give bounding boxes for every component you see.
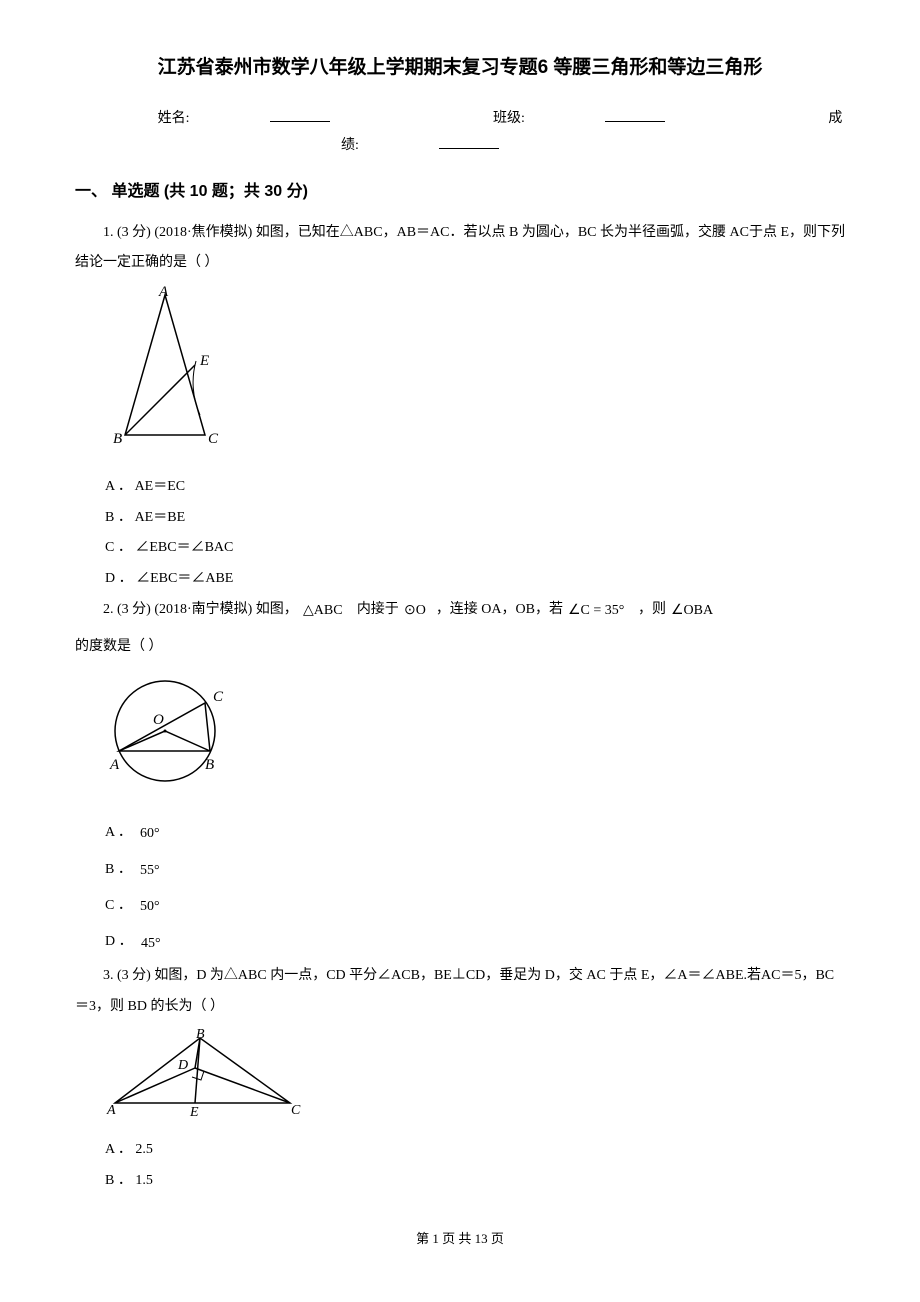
svg-text:∠C = 35°: ∠C = 35° (568, 603, 624, 618)
class-label: 班级: (453, 111, 705, 126)
q3-text: 3. (3 分) 如图，D 为△ABC 内一点，CD 平分∠ACB，BE⊥CD，… (75, 961, 845, 1023)
q2-label-B: B (205, 757, 214, 773)
q3-label-C: C (291, 1103, 301, 1118)
q3-label-B: B (196, 1028, 205, 1042)
q2-label-O: O (153, 712, 164, 728)
svg-text:∠OBA: ∠OBA (671, 603, 714, 618)
name-label: 姓名: (118, 111, 370, 126)
q2-optB: B ． 55° (105, 852, 172, 888)
q2-figure: A B C O (105, 669, 845, 810)
svg-text:45°: 45° (141, 936, 161, 951)
q3-optA: A ． 2.5 (105, 1135, 845, 1166)
svg-text:55°: 55° (140, 863, 160, 878)
q3-label-E: E (189, 1105, 199, 1118)
section-heading: 一、 单选题 (共 10 题；共 30 分) (75, 177, 845, 207)
info-row: 姓名: 班级: 成绩: (75, 106, 845, 159)
svg-text:60°: 60° (140, 826, 160, 841)
q3-label-D: D (177, 1058, 188, 1073)
q2-optC: C ． 50° (105, 888, 172, 924)
q1-optA: A ． AE＝EC (105, 472, 845, 503)
q3-optB: B ． 1.5 (105, 1166, 845, 1197)
q2-label-A: A (109, 757, 120, 773)
q2-optD: D ． 45° (105, 924, 173, 960)
q1-optD: D ． ∠EBC＝∠ABE (105, 564, 845, 595)
svg-text:⊙O: ⊙O (404, 603, 426, 618)
q1-optB: B ． AE＝BE (105, 503, 845, 534)
svg-text:△ABC: △ABC (303, 603, 343, 618)
q2-label-C: C (213, 689, 224, 705)
q1-label-A: A (158, 285, 169, 300)
q1-figure: A B C E (105, 285, 845, 466)
q1-optC: C ． ∠EBC＝∠BAC (105, 533, 845, 564)
q2-text: 2. (3 分) (2018·南宁模拟) 如图， △ABC 内接于 ⊙O ，连接… (75, 595, 845, 626)
page-title: 江苏省泰州市数学八年级上学期期末复习专题6 等腰三角形和等边三角形 (75, 50, 845, 86)
q1-label-E: E (199, 353, 209, 369)
q2-optA: A ． 60° (105, 815, 172, 851)
q1-label-B: B (113, 431, 122, 447)
q2-text-cont: 的度数是（ ） (75, 632, 845, 663)
q3-figure: A B C D E (105, 1028, 845, 1129)
q1-text: 1. (3 分) (2018·焦作模拟) 如图，已知在△ABC，AB＝AC．若以… (75, 218, 845, 280)
q1-label-C: C (208, 431, 219, 447)
q3-label-A: A (106, 1103, 116, 1118)
svg-text:50°: 50° (140, 899, 160, 914)
page-footer: 第 1 页 共 13 页 (75, 1227, 845, 1252)
